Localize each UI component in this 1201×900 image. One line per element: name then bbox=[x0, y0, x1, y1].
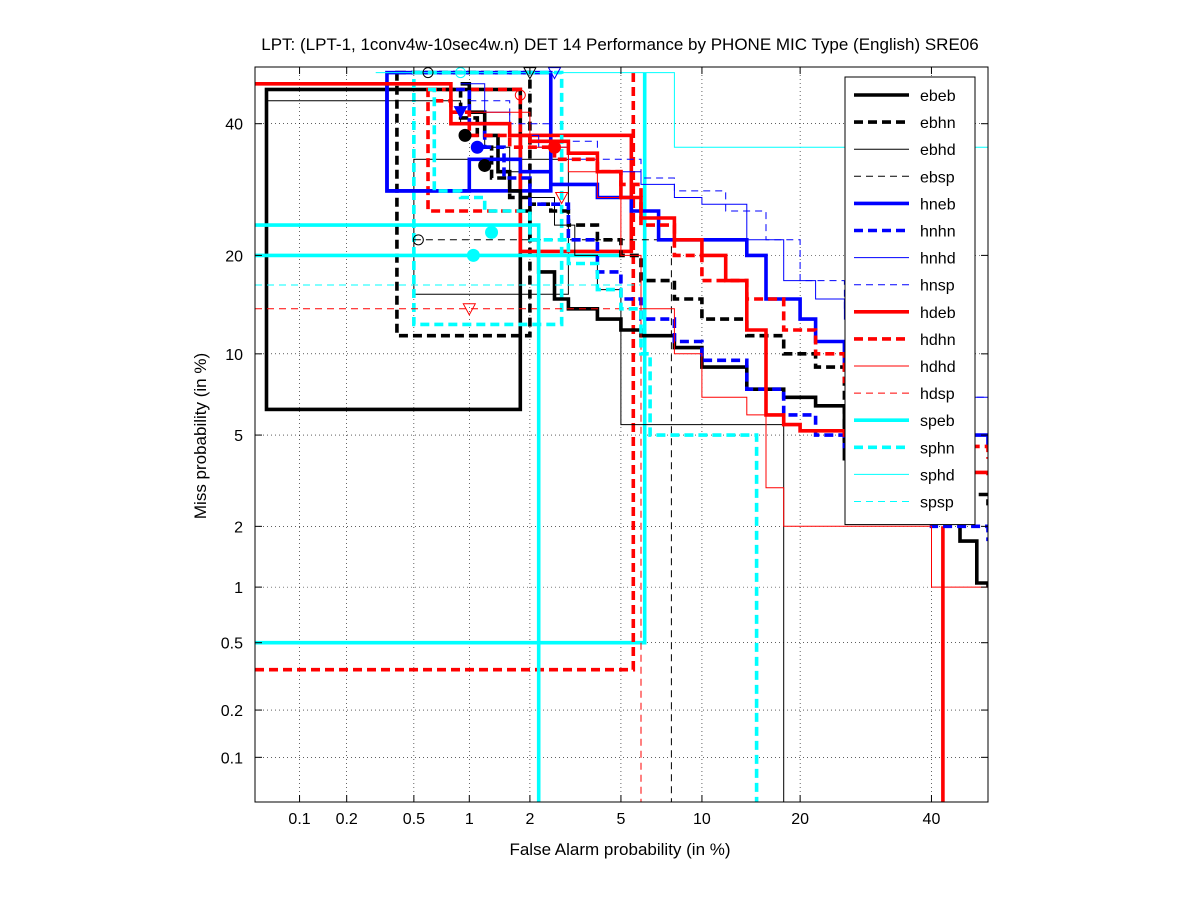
ci-line bbox=[255, 72, 647, 645]
y-ticks: 0.1 0.2 0.5 1 2 5 10 20 40 bbox=[221, 117, 988, 767]
legend-label-speb: speb bbox=[920, 413, 955, 430]
plot-frame bbox=[254, 66, 989, 803]
x-tick-label: 1 bbox=[465, 811, 474, 828]
series-group bbox=[255, 67, 988, 802]
x-tick-label: 40 bbox=[923, 811, 941, 828]
legend-label-spsp: spsp bbox=[920, 495, 954, 512]
x-axis-label: False Alarm probability (in %) bbox=[509, 840, 730, 859]
x-tick-label: 5 bbox=[616, 811, 625, 828]
ci-line bbox=[255, 72, 636, 672]
legend-label-ebeb: ebeb bbox=[920, 88, 956, 105]
y-tick-label: 0.2 bbox=[221, 703, 243, 720]
legend-label-hdsp: hdsp bbox=[920, 386, 955, 403]
marker-hdhn bbox=[514, 89, 526, 101]
legend-label-sphd: sphd bbox=[920, 467, 955, 484]
marker-ebhd bbox=[412, 234, 424, 246]
grid-lines bbox=[255, 67, 988, 802]
x-tick-label: 0.1 bbox=[288, 811, 310, 828]
x-tick-label: 20 bbox=[791, 811, 809, 828]
marker-ebeb bbox=[458, 128, 472, 142]
legend-label-ebhn: ebhn bbox=[920, 115, 956, 132]
y-tick-label: 0.5 bbox=[221, 636, 243, 653]
x-tick-label: 0.2 bbox=[336, 811, 358, 828]
series-line-ebhd bbox=[266, 100, 785, 802]
legend-label-hneb: hneb bbox=[920, 196, 956, 213]
marker-hdsp bbox=[462, 303, 477, 316]
y-tick-label: 20 bbox=[225, 248, 243, 265]
ci-box-hdhn bbox=[426, 87, 523, 213]
x-ticks: 0.1 0.2 0.5 1 2 5 10 20 40 bbox=[288, 67, 940, 828]
marker-hnhn bbox=[470, 140, 484, 154]
legend-label-hnhn: hnhn bbox=[920, 224, 956, 241]
marker-ebhd bbox=[422, 67, 434, 79]
legend-label-sphn: sphn bbox=[920, 440, 955, 457]
plot-area bbox=[255, 67, 988, 802]
marker-speb bbox=[466, 248, 480, 262]
legend-label-hdhn: hdhn bbox=[920, 332, 956, 349]
legend: ebeb ebhn ebhd ebsp hneb hnhn hnhd hnsp hdeb hdhn… bbox=[844, 76, 976, 526]
series-line-ebhn bbox=[445, 87, 988, 506]
series-line-sphn bbox=[428, 87, 759, 802]
chart-title: LPT: (LPT-1, 1conv4w-10sec4w.n) DET 14 P… bbox=[261, 35, 978, 54]
legend-label-hdhd: hdhd bbox=[920, 359, 956, 376]
series-line-hdsp bbox=[255, 308, 642, 802]
y-axis-label: Miss probability (in %) bbox=[191, 353, 210, 519]
marker-sphn bbox=[485, 225, 499, 239]
legend-box bbox=[844, 76, 976, 526]
series-line-speb bbox=[255, 223, 541, 802]
x-tick-label: 2 bbox=[525, 811, 534, 828]
y-tick-label: 1 bbox=[234, 580, 243, 597]
x-tick-label: 0.5 bbox=[403, 811, 425, 828]
legend-label-hnhd: hnhd bbox=[920, 251, 956, 268]
y-tick-label: 10 bbox=[225, 347, 243, 364]
axes bbox=[254, 66, 989, 803]
ci-box-ebeb bbox=[264, 87, 523, 412]
marker-hneb bbox=[453, 106, 468, 120]
legend-label-hdeb: hdeb bbox=[920, 305, 956, 322]
ci-box-ebhn bbox=[395, 70, 532, 338]
marker-ebhn bbox=[478, 158, 492, 172]
y-tick-label: 2 bbox=[234, 519, 243, 536]
y-tick-label: 40 bbox=[225, 117, 243, 134]
marker-sphd bbox=[455, 67, 467, 79]
series-line-sphd bbox=[375, 72, 988, 382]
series-line-hdhn bbox=[434, 99, 988, 459]
y-tick-label: 5 bbox=[234, 428, 243, 445]
legend-label-hnsp: hnsp bbox=[920, 278, 955, 295]
marker-hnsp bbox=[547, 67, 562, 80]
marker-hdhd bbox=[554, 191, 569, 205]
series-line-hdhd bbox=[469, 111, 988, 588]
x-tick-label: 10 bbox=[693, 811, 711, 828]
legend-label-ebsp: ebsp bbox=[920, 169, 955, 186]
legend-label-ebhd: ebhd bbox=[920, 142, 956, 159]
y-tick-label: 0.1 bbox=[221, 750, 243, 767]
marker-hdeb bbox=[548, 140, 562, 154]
